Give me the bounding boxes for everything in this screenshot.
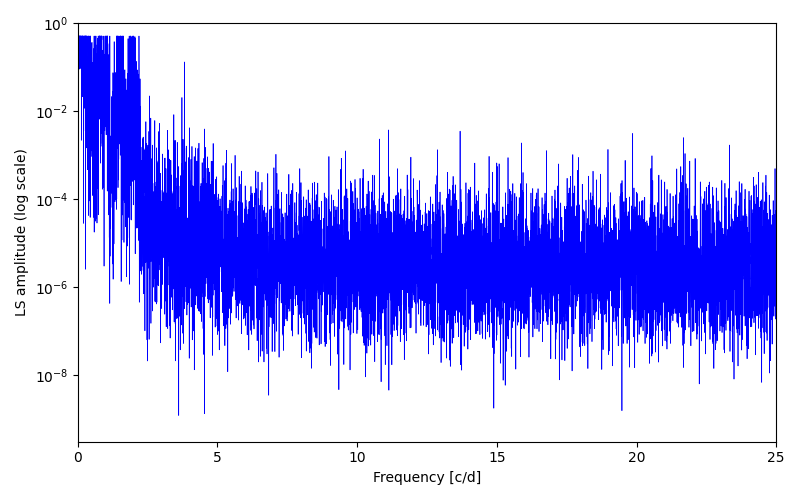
Y-axis label: LS amplitude (log scale): LS amplitude (log scale)	[15, 148, 29, 316]
X-axis label: Frequency [c/d]: Frequency [c/d]	[373, 471, 481, 485]
